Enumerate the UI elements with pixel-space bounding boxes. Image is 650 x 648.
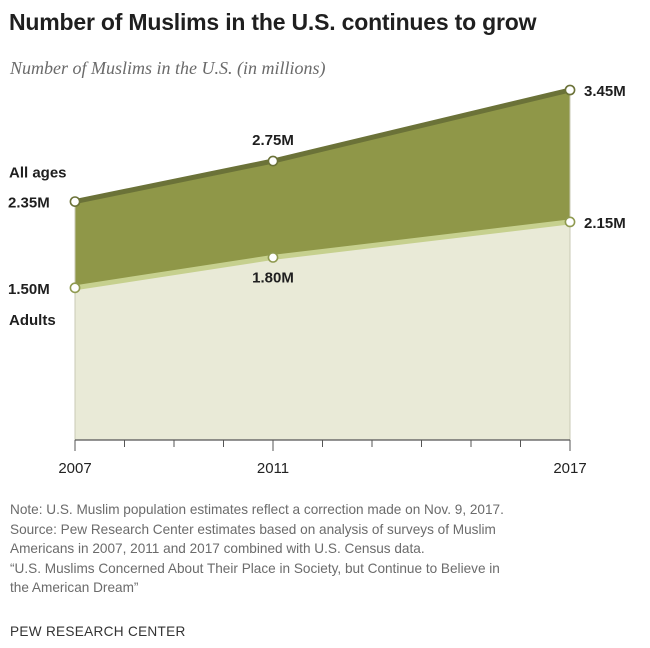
report-title-line: “U.S. Muslims Concerned About Their Plac… bbox=[10, 560, 500, 576]
chart-subtitle: Number of Muslims in the U.S. (in millio… bbox=[10, 58, 326, 78]
note-line: Note: U.S. Muslim population estimates r… bbox=[10, 502, 504, 517]
source-line: Americans in 2007, 2011 and 2017 combine… bbox=[10, 541, 425, 556]
source-line: Source: Pew Research Center estimates ba… bbox=[10, 521, 496, 537]
brand-footer: PEW RESEARCH CENTER bbox=[10, 624, 186, 639]
data-label: 1.80M bbox=[252, 269, 294, 286]
data-label: 2.15M bbox=[584, 215, 626, 232]
x-tick-label: 2011 bbox=[257, 460, 289, 477]
all-ages-point bbox=[69, 196, 81, 207]
adults-point bbox=[267, 251, 279, 263]
report-title-line: the American Dream” bbox=[10, 580, 139, 595]
adults-point bbox=[564, 216, 576, 228]
series-label-all-ages: All ages bbox=[9, 165, 67, 182]
x-tick-label: 2007 bbox=[58, 460, 91, 477]
adults-point bbox=[69, 282, 81, 294]
all-ages-area bbox=[75, 90, 570, 288]
x-tick-label: 2017 bbox=[553, 460, 586, 477]
series-label-adults: Adults bbox=[9, 312, 56, 329]
data-label: 2.75M bbox=[252, 132, 294, 149]
all-ages-point bbox=[267, 155, 279, 167]
all-ages-point bbox=[564, 84, 576, 96]
notes-block: Note: U.S. Muslim population estimates r… bbox=[10, 500, 640, 598]
chart-title: Number of Muslims in the U.S. continues … bbox=[9, 9, 537, 35]
adults-area bbox=[75, 221, 570, 440]
data-label: 2.35M bbox=[8, 195, 50, 212]
data-label: 3.45M bbox=[584, 83, 626, 100]
area-chart: 2007 2011 2017 2.35M 2.75M 3.45M 1.50M 1.80M 2.1… bbox=[8, 83, 626, 477]
data-label: 1.50M bbox=[8, 281, 50, 298]
